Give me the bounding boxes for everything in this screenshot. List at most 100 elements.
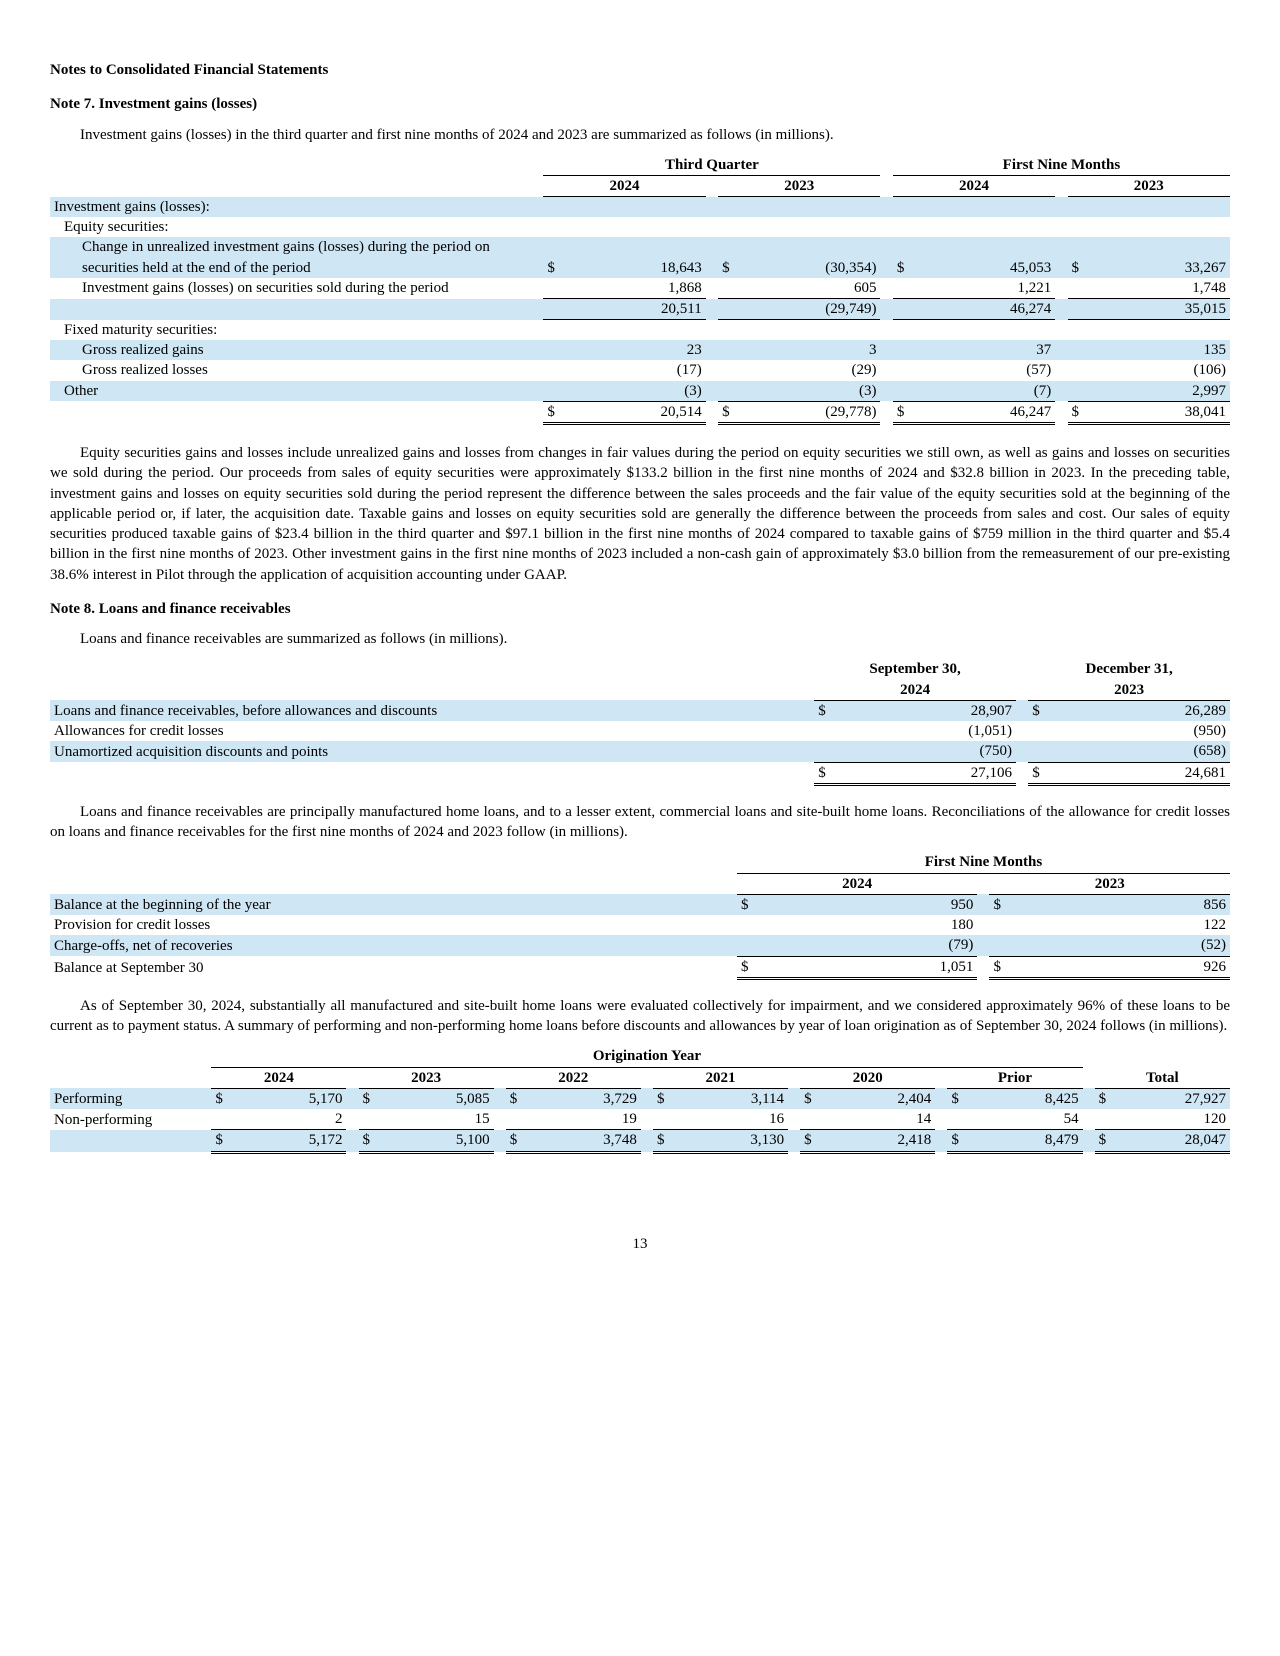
cell-total: 46,247 — [911, 401, 1055, 423]
cell: 37 — [911, 340, 1055, 360]
note7-body: Equity securities gains and losses inclu… — [50, 443, 1230, 585]
cell: 23 — [562, 340, 706, 360]
cell-total: 926 — [1008, 956, 1230, 978]
cell: 1,748 — [1086, 278, 1230, 299]
cell-total: 3,130 — [669, 1130, 788, 1152]
cell: 2 — [227, 1109, 346, 1130]
cell-total: 24,681 — [1047, 762, 1230, 784]
note7-intro: Investment gains (losses) in the third q… — [50, 125, 1230, 145]
cell: 950 — [755, 894, 977, 915]
cell: (950) — [1047, 721, 1230, 741]
cell: (17) — [562, 360, 706, 380]
cell-total: 5,172 — [227, 1130, 346, 1152]
row-label: Gross realized gains — [50, 340, 543, 360]
col-header: 2023 — [359, 1067, 494, 1088]
col-header: 2023 — [989, 873, 1230, 894]
col-header: 2022 — [506, 1067, 641, 1088]
cell: 8,425 — [963, 1088, 1082, 1109]
col-header-first-nine-months: First Nine Months — [893, 155, 1230, 176]
cell: 120 — [1111, 1109, 1230, 1130]
note8-intro: Loans and finance receivables are summar… — [50, 629, 1230, 649]
col-header-top: First Nine Months — [737, 852, 1230, 873]
cell: 19 — [522, 1109, 641, 1130]
cell: 14 — [816, 1109, 935, 1130]
col-header-2024: 2024 — [543, 176, 705, 197]
cell: 605 — [737, 278, 881, 299]
col-header: December 31, 2023 — [1028, 659, 1230, 700]
col-header: Total — [1095, 1067, 1230, 1088]
cell: 3,729 — [522, 1088, 641, 1109]
row-label: Other — [50, 381, 543, 402]
row-label: Loans and finance receivables, before al… — [50, 700, 814, 721]
cell: 35,015 — [1086, 299, 1230, 320]
col-header: 2020 — [800, 1067, 935, 1088]
cell: 856 — [1008, 894, 1230, 915]
row-label: Allowances for credit losses — [50, 721, 814, 741]
col-header-2024: 2024 — [893, 176, 1055, 197]
cell-total: 27,106 — [833, 762, 1016, 784]
cell: 26,289 — [1047, 700, 1230, 721]
cell: 33,267 — [1086, 237, 1230, 278]
cell: 1,868 — [562, 278, 706, 299]
cell: (57) — [911, 360, 1055, 380]
row-label: Equity securities: — [50, 217, 543, 237]
row-label: Balance at September 30 — [50, 956, 737, 978]
cell: (79) — [755, 935, 977, 956]
col-header: Prior — [947, 1067, 1082, 1088]
cell-total: 20,514 — [562, 401, 706, 423]
cell: 3,114 — [669, 1088, 788, 1109]
col-header-top: Origination Year — [211, 1046, 1082, 1067]
col-header-2023: 2023 — [718, 176, 880, 197]
cell-total: (29,778) — [737, 401, 881, 423]
col-header: 2024 — [211, 1067, 346, 1088]
note8-body2: As of September 30, 2024, substantially … — [50, 996, 1230, 1037]
row-label: Provision for credit losses — [50, 915, 737, 935]
cell: 28,907 — [833, 700, 1016, 721]
cell-total: 8,479 — [963, 1130, 1082, 1152]
cell-total: 3,748 — [522, 1130, 641, 1152]
cell: 54 — [963, 1109, 1082, 1130]
cell: 2,404 — [816, 1088, 935, 1109]
cell: (29) — [737, 360, 881, 380]
row-label: Fixed maturity securities: — [50, 320, 543, 340]
row-label: Gross realized losses — [50, 360, 543, 380]
cell-total: 2,418 — [816, 1130, 935, 1152]
row-label: Balance at the beginning of the year — [50, 894, 737, 915]
row-label: Non-performing — [50, 1109, 211, 1130]
note8-body1: Loans and finance receivables are princi… — [50, 802, 1230, 843]
cell: 135 — [1086, 340, 1230, 360]
note7-heading: Note 7. Investment gains (losses) — [50, 94, 1230, 114]
cell: 46,274 — [911, 299, 1055, 320]
cell: 18,643 — [562, 237, 706, 278]
cell: 15 — [375, 1109, 494, 1130]
cell: (750) — [833, 741, 1016, 762]
cell: (106) — [1086, 360, 1230, 380]
cell: 5,085 — [375, 1088, 494, 1109]
cell: (52) — [1008, 935, 1230, 956]
row-label: Investment gains (losses) on securities … — [50, 278, 543, 299]
row-label: Charge-offs, net of recoveries — [50, 935, 737, 956]
cell-total: 1,051 — [755, 956, 977, 978]
cell: 45,053 — [911, 237, 1055, 278]
cell-total: 5,100 — [375, 1130, 494, 1152]
row-label: Performing — [50, 1088, 211, 1109]
col-header: 2021 — [653, 1067, 788, 1088]
cell: (7) — [911, 381, 1055, 402]
cell: (30,354) — [737, 237, 881, 278]
cell: 1,221 — [911, 278, 1055, 299]
table-investment-gains: Third Quarter First Nine Months 2024 202… — [50, 155, 1230, 425]
note8-heading: Note 8. Loans and finance receivables — [50, 599, 1230, 619]
cell: (1,051) — [833, 721, 1016, 741]
row-label: Unamortized acquisition discounts and po… — [50, 741, 814, 762]
table-allowance-reconciliation: First Nine Months 2024 2023 Balance at t… — [50, 852, 1230, 980]
cell: 16 — [669, 1109, 788, 1130]
cell: 122 — [1008, 915, 1230, 935]
cell: 3 — [737, 340, 881, 360]
col-header: September 30, 2024 — [814, 659, 1016, 700]
col-header-2023: 2023 — [1068, 176, 1230, 197]
row-label: Change in unrealized investment gains (l… — [50, 237, 543, 278]
cell: 180 — [755, 915, 977, 935]
page-number: 13 — [50, 1234, 1230, 1254]
cell: (3) — [562, 381, 706, 402]
col-header: 2024 — [737, 873, 977, 894]
